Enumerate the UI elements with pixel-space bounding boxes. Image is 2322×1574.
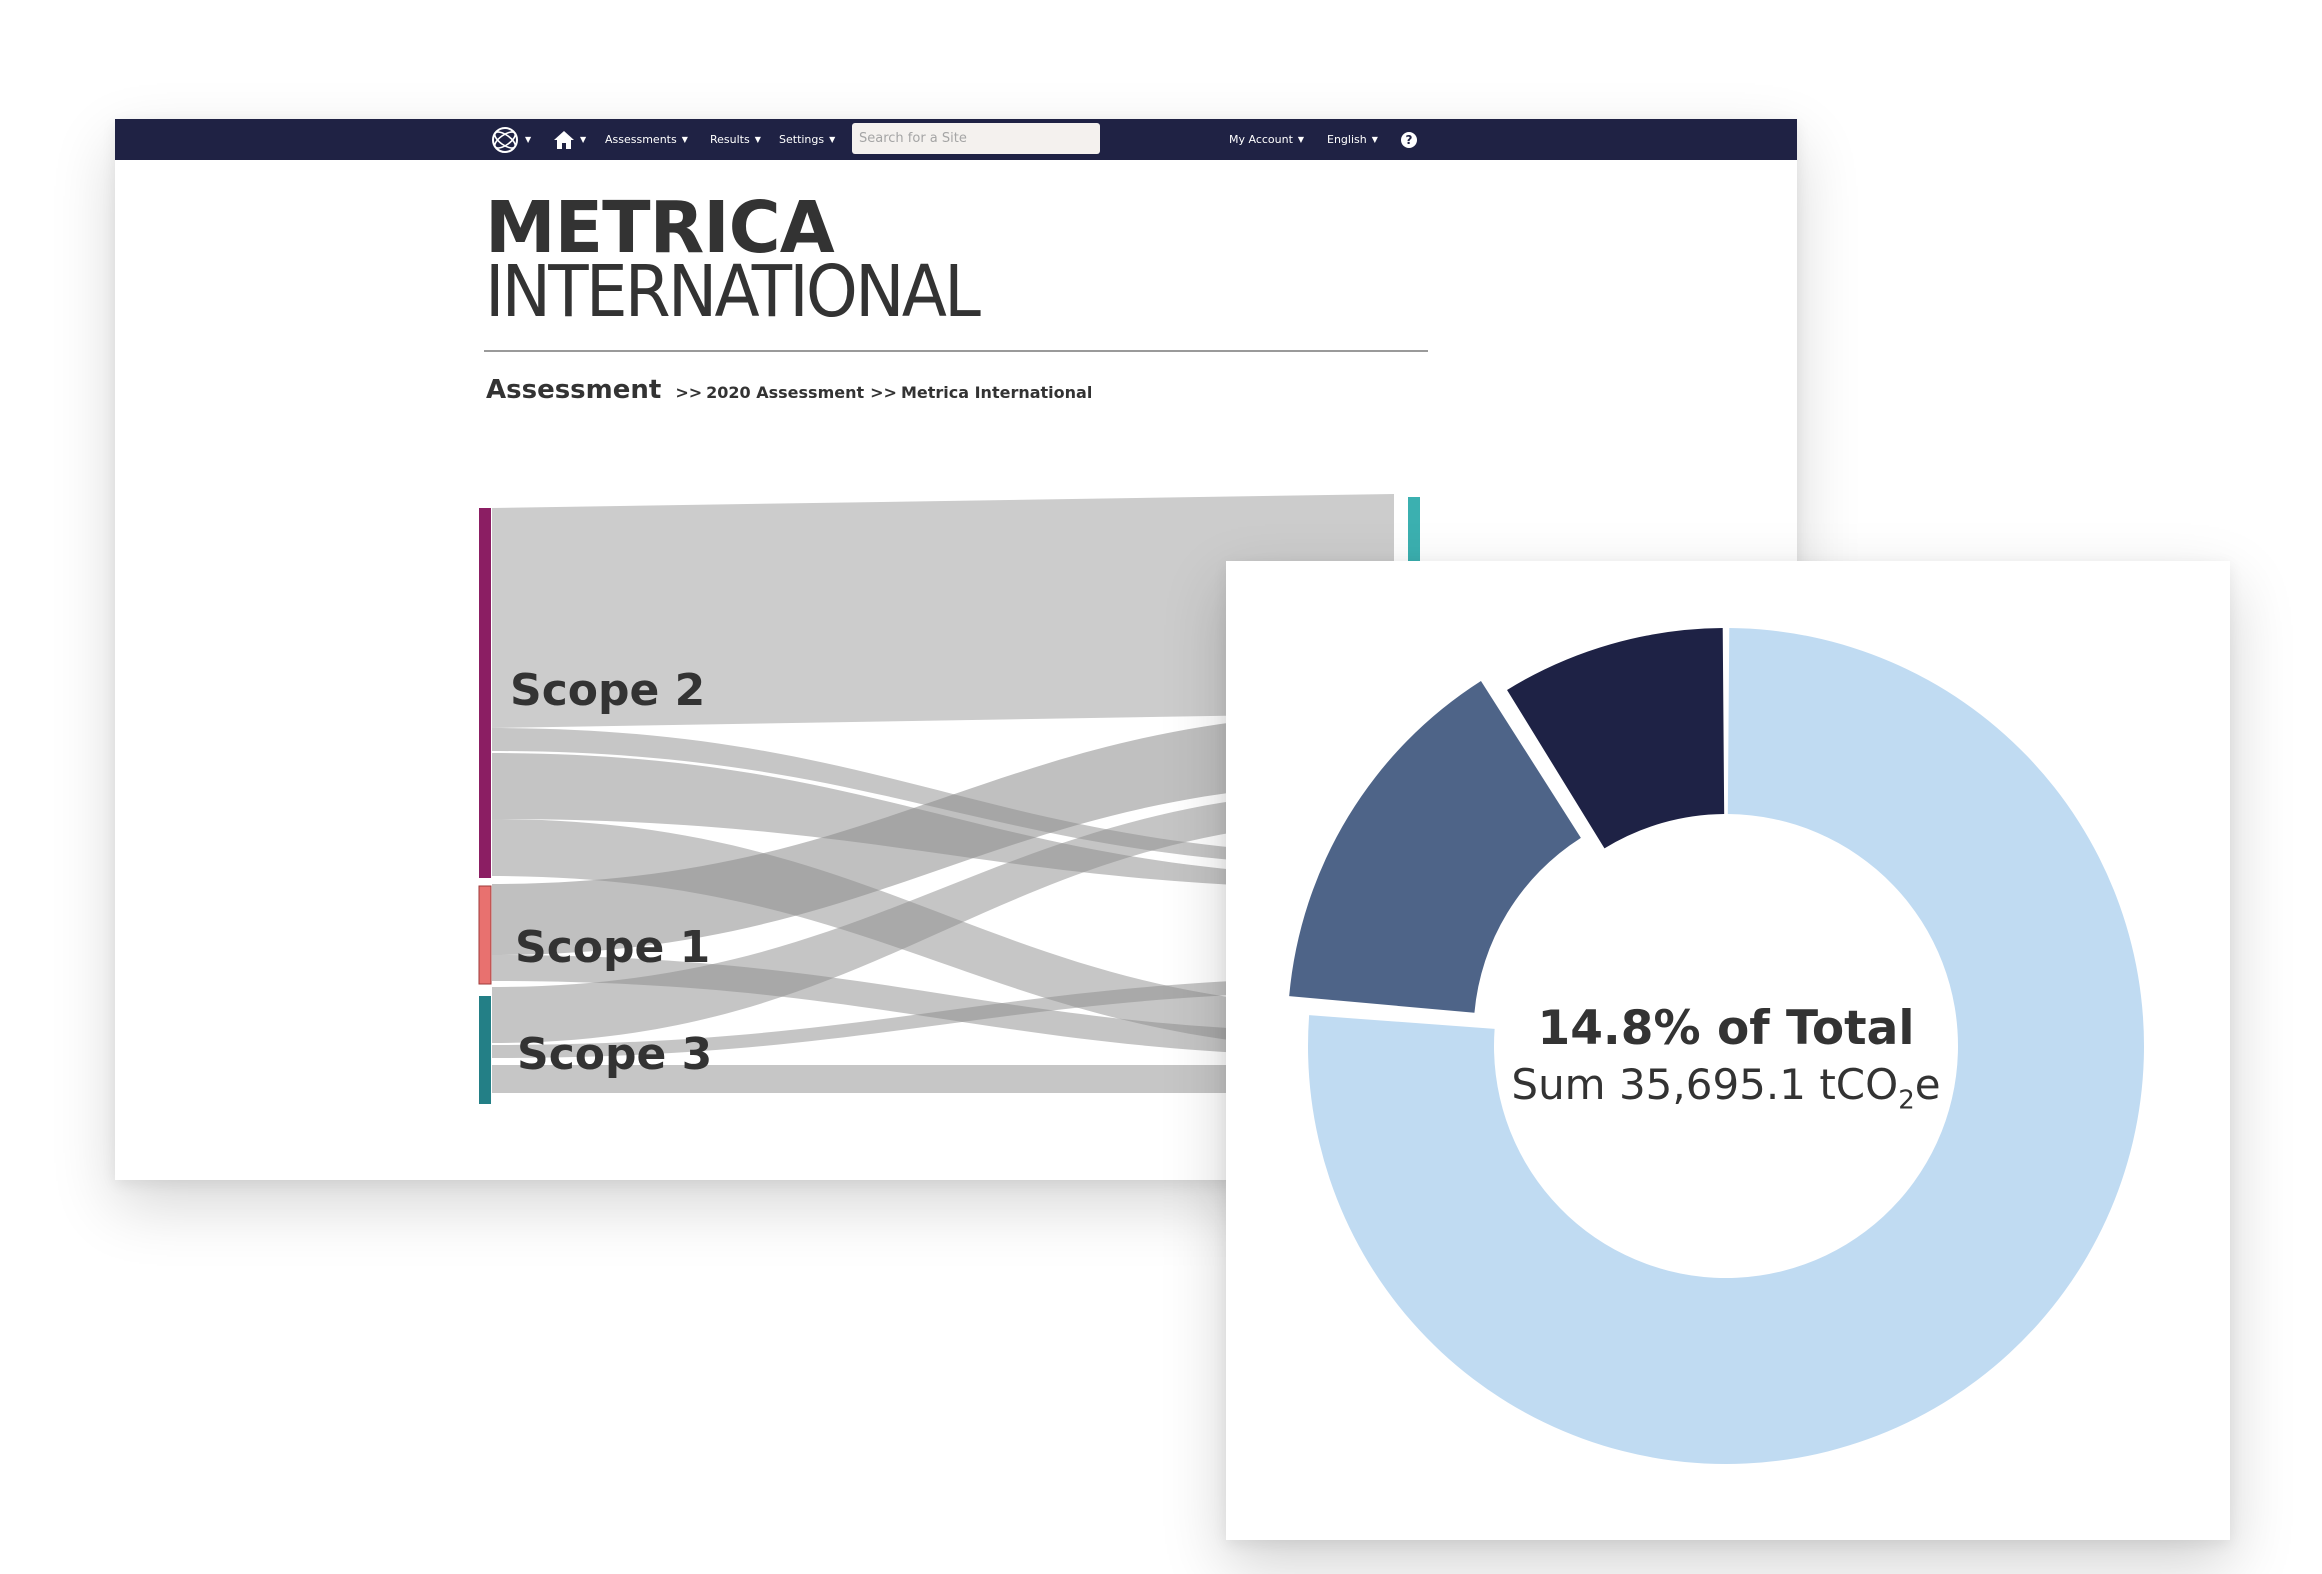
menu-results-label: Results	[710, 133, 750, 146]
chevron-down-icon: ▼	[580, 135, 587, 144]
chevron-down-icon: ▼	[525, 135, 532, 144]
sankey-links	[492, 494, 1394, 1093]
donut-center-sum: Sum 35,695.1 tCO2e	[1476, 1057, 1976, 1128]
menu-assessments-label: Assessments	[605, 133, 677, 146]
menu-results[interactable]: Results ▼	[710, 119, 761, 160]
donut-chart	[1289, 628, 2144, 1464]
top-navbar: ▼ ▼ Assessments ▼ Results ▼ Settings ▼ M…	[115, 119, 1797, 160]
sankey-label-scope-1: Scope 1	[515, 922, 710, 973]
sankey-node-scope-3[interactable]	[479, 996, 491, 1104]
breadcrumb-item-assessment[interactable]: 2020 Assessment	[706, 383, 865, 402]
sankey-link[interactable]	[492, 728, 1394, 867]
sum-value: Sum 35,695.1 tCO	[1511, 1060, 1899, 1109]
brand-title-line2: INTERNATIONAL	[485, 250, 981, 333]
menu-settings-label: Settings	[779, 133, 825, 146]
sankey-link[interactable]	[492, 1065, 1394, 1093]
sankey-link[interactable]	[492, 494, 1394, 728]
globe-logo-menu[interactable]: ▼	[490, 119, 531, 160]
donut-chart-card: 14.8% of Total Sum 35,695.1 tCO2e	[1226, 561, 2230, 1540]
menu-language[interactable]: English ▼	[1327, 119, 1378, 160]
donut-center-percent: 14.8% of Total	[1537, 1001, 1915, 1056]
sankey-label-scope-2: Scope 2	[510, 665, 705, 716]
sankey-node-scope-2[interactable]	[479, 508, 491, 878]
donut-slice-2[interactable]	[1289, 680, 1581, 1013]
sankey-link[interactable]	[492, 977, 1394, 1058]
home-menu[interactable]: ▼	[553, 119, 586, 160]
sankey-link[interactable]	[492, 712, 1394, 955]
page-title: Assessment	[486, 375, 662, 405]
menu-assessments[interactable]: Assessments ▼	[605, 119, 688, 160]
donut-center-summary: 14.8% of Total Sum 35,695.1 tCO2e	[1476, 1001, 1976, 1128]
sankey-diagram: Scope 2 Scope 1 Scope 3	[478, 494, 1420, 1104]
brand-title-line1: METRICA	[485, 186, 835, 269]
sum-subscript: 2	[1898, 1085, 1915, 1116]
brand-divider	[484, 350, 1428, 352]
question-icon: ?	[1401, 131, 1417, 148]
sankey-node-scope-1[interactable]	[478, 885, 492, 985]
chevron-down-icon: ▼	[754, 135, 761, 144]
breadcrumb: Assessment >> 2020 Assessment >> Metrica…	[486, 375, 1092, 405]
breadcrumb-item-site[interactable]: Metrica International	[900, 383, 1093, 402]
chevron-down-icon: ▼	[1297, 135, 1305, 144]
chevron-down-icon: ▼	[1371, 135, 1378, 144]
chevron-down-icon: ▼	[829, 135, 836, 144]
breadcrumb-separator: >>	[870, 383, 897, 402]
menu-my-account-label: My Account	[1229, 133, 1293, 146]
help-button[interactable]: ?	[1401, 119, 1417, 160]
donut-slice-3[interactable]	[1507, 628, 1725, 849]
site-search-input[interactable]	[852, 123, 1100, 154]
globe-logo-icon	[492, 126, 518, 153]
sankey-link[interactable]	[492, 789, 1394, 1043]
home-icon	[554, 130, 574, 149]
menu-my-account[interactable]: My Account ▼	[1229, 119, 1304, 160]
chevron-down-icon: ▼	[681, 135, 688, 144]
donut-slice-1[interactable]	[1308, 628, 2144, 1464]
sum-suffix: e	[1914, 1060, 1941, 1109]
menu-language-label: English	[1327, 133, 1367, 146]
sankey-label-scope-3: Scope 3	[517, 1029, 712, 1080]
breadcrumb-separator: >>	[675, 383, 703, 402]
menu-settings[interactable]: Settings ▼	[779, 119, 835, 160]
